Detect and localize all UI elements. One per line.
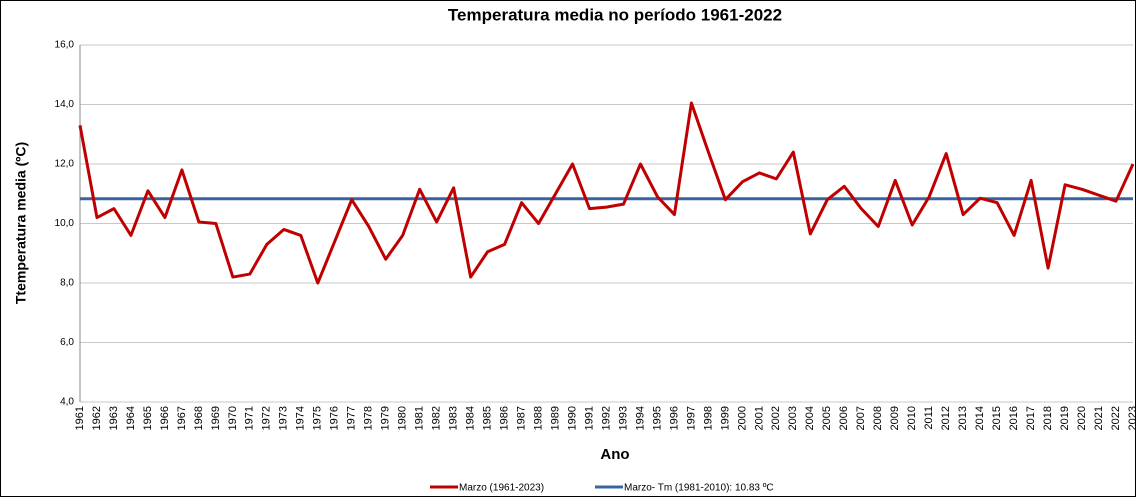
x-tick-label: 1975 (312, 406, 324, 430)
x-tick-label: 1982 (431, 406, 443, 430)
x-tick-label: 1986 (499, 406, 511, 430)
x-tick-label: 1989 (549, 406, 561, 430)
x-tick-label: 2011 (923, 406, 935, 430)
x-tick-label: 2003 (787, 406, 799, 430)
x-tick-label: 1968 (193, 406, 205, 430)
x-tick-label: 2016 (1008, 406, 1020, 430)
x-tick-label: 1996 (668, 406, 680, 430)
chart-title: Temperatura media no período 1961-2022 (448, 5, 782, 24)
x-tick-label: 2013 (957, 406, 969, 430)
x-tick-label: 2007 (855, 406, 867, 430)
x-tick-label: 1961 (74, 406, 86, 430)
x-tick-label: 1995 (651, 406, 663, 430)
y-tick-label: 16,0 (55, 40, 75, 51)
x-tick-label: 2020 (1076, 406, 1088, 430)
x-tick-label: 1971 (244, 406, 256, 430)
x-tick-label: 2001 (753, 406, 765, 430)
series-line (78, 101, 1135, 285)
x-tick-label: 2018 (1042, 406, 1054, 430)
x-tick-label: 2019 (1059, 406, 1071, 430)
y-tick-label: 8,0 (60, 278, 74, 289)
x-tick-label: 1985 (482, 406, 494, 430)
x-tick-label: 1969 (210, 406, 222, 430)
x-tick-label: 2009 (889, 406, 901, 430)
y-tick-label: 12,0 (55, 159, 75, 170)
x-tick-label: 1997 (685, 406, 697, 430)
x-tick-label: 2006 (838, 406, 850, 430)
x-tick-label: 1981 (414, 406, 426, 430)
x-tick-label: 2004 (804, 406, 816, 430)
x-tick-label: 2002 (770, 406, 782, 430)
x-tick-label: 1998 (702, 406, 714, 430)
x-tick-label: 2000 (736, 406, 748, 430)
x-tick-label: 1992 (600, 406, 612, 430)
legend-label: Marzo (1961-2023) (459, 483, 544, 494)
x-tick-label: 1999 (719, 406, 731, 430)
x-tick-label: 1979 (380, 406, 392, 430)
x-tick-label: 1962 (91, 406, 103, 430)
x-tick-label: 2017 (1025, 406, 1037, 430)
x-tick-label: 1988 (532, 406, 544, 430)
x-tick-label: 1973 (278, 406, 290, 430)
x-tick-label: 2012 (940, 406, 952, 430)
x-tick-label: 2005 (821, 406, 833, 430)
x-tick-label: 1984 (465, 406, 477, 430)
x-tick-label: 1966 (159, 406, 171, 430)
x-tick-label: 1990 (566, 406, 578, 430)
x-tick-label: 2010 (906, 406, 918, 430)
x-tick-label: 1978 (363, 406, 375, 430)
y-tick-label: 14,0 (55, 99, 75, 110)
x-tick-label: 1980 (397, 406, 409, 430)
x-tick-label: 2008 (872, 406, 884, 430)
x-tick-label: 2023 (1127, 406, 1136, 430)
x-tick-label: 1983 (448, 406, 460, 430)
x-tick-label: 2021 (1093, 406, 1105, 430)
x-tick-label: 1993 (617, 406, 629, 430)
x-tick-label: 2022 (1110, 406, 1122, 430)
x-axis-label: Ano (600, 446, 629, 463)
x-tick-label: 2014 (974, 406, 986, 430)
y-axis-label: Ttemperatura media (ºC) (13, 142, 29, 304)
x-tick-label: 2015 (991, 406, 1003, 430)
x-tick-label: 1987 (515, 406, 527, 430)
x-tick-label: 1964 (125, 406, 137, 430)
y-tick-label: 6,0 (60, 337, 74, 348)
x-tick-label: 1963 (108, 406, 120, 430)
legend-label: Marzo- Tm (1981-2010): 10.83 ºC (624, 483, 774, 494)
y-tick-label: 4,0 (60, 397, 74, 408)
x-tick-label: 1967 (176, 406, 188, 430)
x-tick-label: 1977 (346, 406, 358, 430)
x-tick-label: 1976 (329, 406, 341, 430)
x-tick-label: 1974 (295, 406, 307, 430)
x-tick-label: 1994 (634, 406, 646, 430)
y-tick-label: 10,0 (55, 218, 75, 229)
x-tick-label: 1965 (142, 406, 154, 430)
x-tick-label: 1970 (227, 406, 239, 430)
x-tick-label: 1972 (261, 406, 273, 430)
x-tick-label: 1991 (583, 406, 595, 430)
